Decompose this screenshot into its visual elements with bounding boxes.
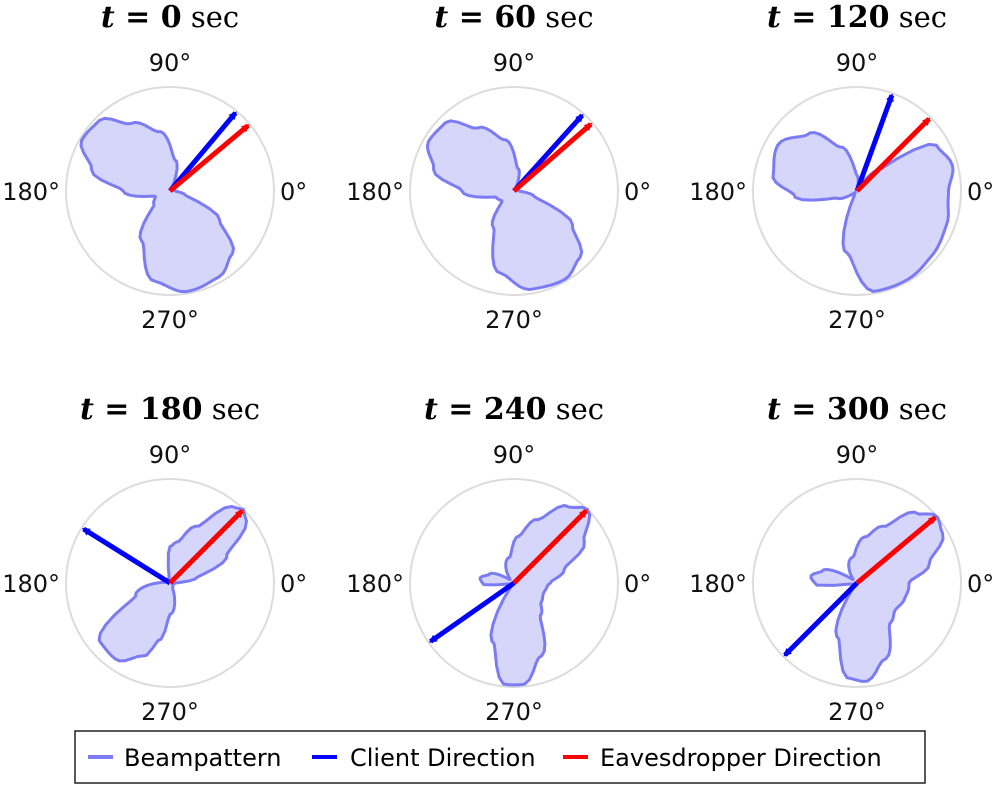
eavesdropper-direction-arrow bbox=[168, 123, 250, 193]
polar-reference-circle bbox=[752, 478, 962, 688]
beampattern-lobe bbox=[425, 119, 584, 291]
panel-title: t = 300 sec bbox=[767, 392, 947, 427]
polar-panel-120: t = 120 sec 90° 180° 0° 270° bbox=[689, 0, 994, 334]
angle-label-0: 0° bbox=[624, 178, 651, 206]
client-direction-arrow bbox=[854, 93, 895, 192]
eavesdropper-direction-arrow bbox=[168, 509, 244, 585]
client-direction-arrow bbox=[168, 111, 238, 193]
angle-label-0: 0° bbox=[280, 178, 307, 206]
angle-label-270: 270° bbox=[828, 306, 886, 334]
eavesdropper-direction-arrow bbox=[512, 509, 588, 585]
angle-label-180: 180° bbox=[2, 570, 60, 598]
angle-label-0: 0° bbox=[280, 570, 307, 598]
angle-label-180: 180° bbox=[346, 570, 404, 598]
angle-label-180: 180° bbox=[689, 570, 747, 598]
angle-label-180: 180° bbox=[689, 178, 747, 206]
angle-label-270: 270° bbox=[485, 698, 543, 726]
polar-panel-0: t = 0 sec 90° 180° 0° 270° bbox=[2, 0, 307, 334]
polar-panel-180: t = 180 sec 90° 180° 0° 270° bbox=[2, 392, 307, 726]
angle-label-270: 270° bbox=[828, 698, 886, 726]
client-direction-arrow bbox=[428, 580, 516, 644]
angle-label-90: 90° bbox=[836, 49, 879, 77]
panel-title: t = 180 sec bbox=[80, 392, 260, 427]
angle-label-0: 0° bbox=[967, 570, 994, 598]
client-direction-arrow bbox=[81, 526, 172, 586]
legend: Beampattern Client Direction Eavesdroppe… bbox=[74, 730, 926, 784]
polar-panels: t = 0 sec 90° 180° 0° 270° t = 60 sec 90° 180° 0… bbox=[2, 0, 994, 726]
angle-label-90: 90° bbox=[493, 49, 536, 77]
angle-label-270: 270° bbox=[141, 306, 199, 334]
angle-label-90: 90° bbox=[149, 441, 192, 469]
polar-panel-60: t = 60 sec 90° 180° 0° 270° bbox=[346, 0, 651, 334]
polar-reference-circle bbox=[752, 86, 962, 296]
beampattern-lobe bbox=[478, 503, 592, 687]
angle-label-270: 270° bbox=[141, 698, 199, 726]
angle-label-90: 90° bbox=[493, 441, 536, 469]
legend-box bbox=[74, 730, 926, 784]
client-direction-arrow bbox=[783, 581, 859, 657]
legend-label-client: Client Direction bbox=[350, 744, 536, 772]
angle-label-90: 90° bbox=[836, 441, 879, 469]
legend-label-eavesdropper: Eavesdropper Direction bbox=[600, 744, 882, 772]
legend-label-beampattern: Beampattern bbox=[124, 744, 282, 772]
angle-label-0: 0° bbox=[624, 570, 651, 598]
angle-label-180: 180° bbox=[346, 178, 404, 206]
polar-reference-circle bbox=[65, 86, 275, 296]
eavesdropper-direction-arrow bbox=[512, 122, 593, 193]
angle-label-180: 180° bbox=[2, 178, 60, 206]
polar-reference-circle bbox=[65, 478, 275, 688]
eavesdropper-direction-arrow bbox=[855, 515, 937, 585]
polar-panel-240: t = 240 sec 90° 180° 0° 270° bbox=[346, 392, 651, 726]
polar-panel-300: t = 300 sec 90° 180° 0° 270° bbox=[689, 392, 994, 726]
beampattern-lobe bbox=[809, 510, 945, 683]
angle-label-270: 270° bbox=[485, 306, 543, 334]
panel-title: t = 0 sec bbox=[101, 0, 239, 35]
panel-title: t = 240 sec bbox=[424, 392, 604, 427]
polar-reference-circle bbox=[409, 86, 619, 296]
polar-reference-circle bbox=[409, 478, 619, 688]
angle-label-0: 0° bbox=[967, 178, 994, 206]
angle-label-90: 90° bbox=[149, 49, 192, 77]
panel-title: t = 120 sec bbox=[767, 0, 947, 35]
panel-title: t = 60 sec bbox=[434, 0, 593, 35]
eavesdropper-direction-arrow bbox=[855, 117, 931, 193]
